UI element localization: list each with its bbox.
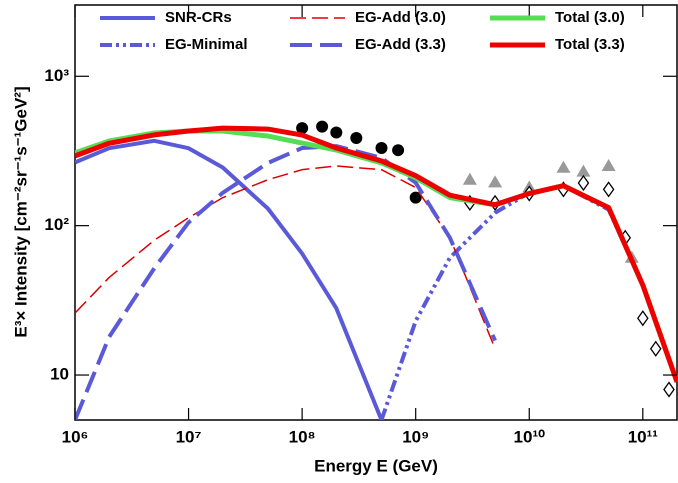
legend-label: EG-Minimal bbox=[165, 36, 248, 53]
data-point bbox=[556, 160, 571, 173]
x-axis-label: Energy E (GeV) bbox=[314, 456, 438, 475]
y-tick-label: 10 bbox=[50, 365, 69, 384]
data-point bbox=[637, 310, 649, 327]
data-point bbox=[576, 164, 591, 177]
x-tick-label: 10⁹ bbox=[402, 427, 429, 446]
data-point bbox=[601, 158, 616, 171]
legend-label: EG-Add (3.3) bbox=[355, 36, 446, 53]
legend-label: EG-Add (3.0) bbox=[355, 9, 446, 26]
data-point bbox=[392, 144, 405, 157]
x-tick-label: 10¹⁰ bbox=[514, 427, 546, 446]
x-tick-label: 10⁶ bbox=[62, 427, 89, 446]
data-point bbox=[663, 381, 675, 398]
data-point bbox=[350, 132, 363, 145]
x-tick-label: 10⁸ bbox=[289, 427, 316, 446]
plot-area bbox=[75, 120, 678, 420]
x-tick-label: 10⁷ bbox=[176, 427, 202, 446]
data-point bbox=[330, 126, 343, 139]
y-tick-label: 10³ bbox=[44, 66, 69, 85]
data-point bbox=[296, 122, 309, 135]
data-point bbox=[577, 174, 590, 192]
data-point bbox=[602, 181, 615, 198]
series-line bbox=[75, 165, 496, 350]
x-tick-label: 10¹¹ bbox=[628, 427, 659, 446]
data-point bbox=[462, 172, 477, 185]
data-point bbox=[316, 120, 329, 133]
legend-label: Total (3.3) bbox=[555, 36, 625, 53]
legend-label: Total (3.0) bbox=[555, 9, 625, 26]
series-line bbox=[75, 138, 384, 420]
plot-frame bbox=[74, 4, 678, 421]
data-point bbox=[409, 191, 422, 204]
data-point bbox=[649, 340, 662, 357]
series-line bbox=[379, 183, 678, 420]
series-line bbox=[75, 125, 678, 383]
data-point bbox=[375, 142, 388, 155]
data-point bbox=[488, 175, 503, 188]
y-tick-label: 10² bbox=[44, 215, 69, 234]
y-axis-label: E³× Intensity [cm⁻²sr⁻¹s⁻¹GeV²] bbox=[11, 86, 30, 337]
series-line bbox=[75, 144, 497, 420]
legend-label: SNR-CRs bbox=[165, 9, 232, 26]
